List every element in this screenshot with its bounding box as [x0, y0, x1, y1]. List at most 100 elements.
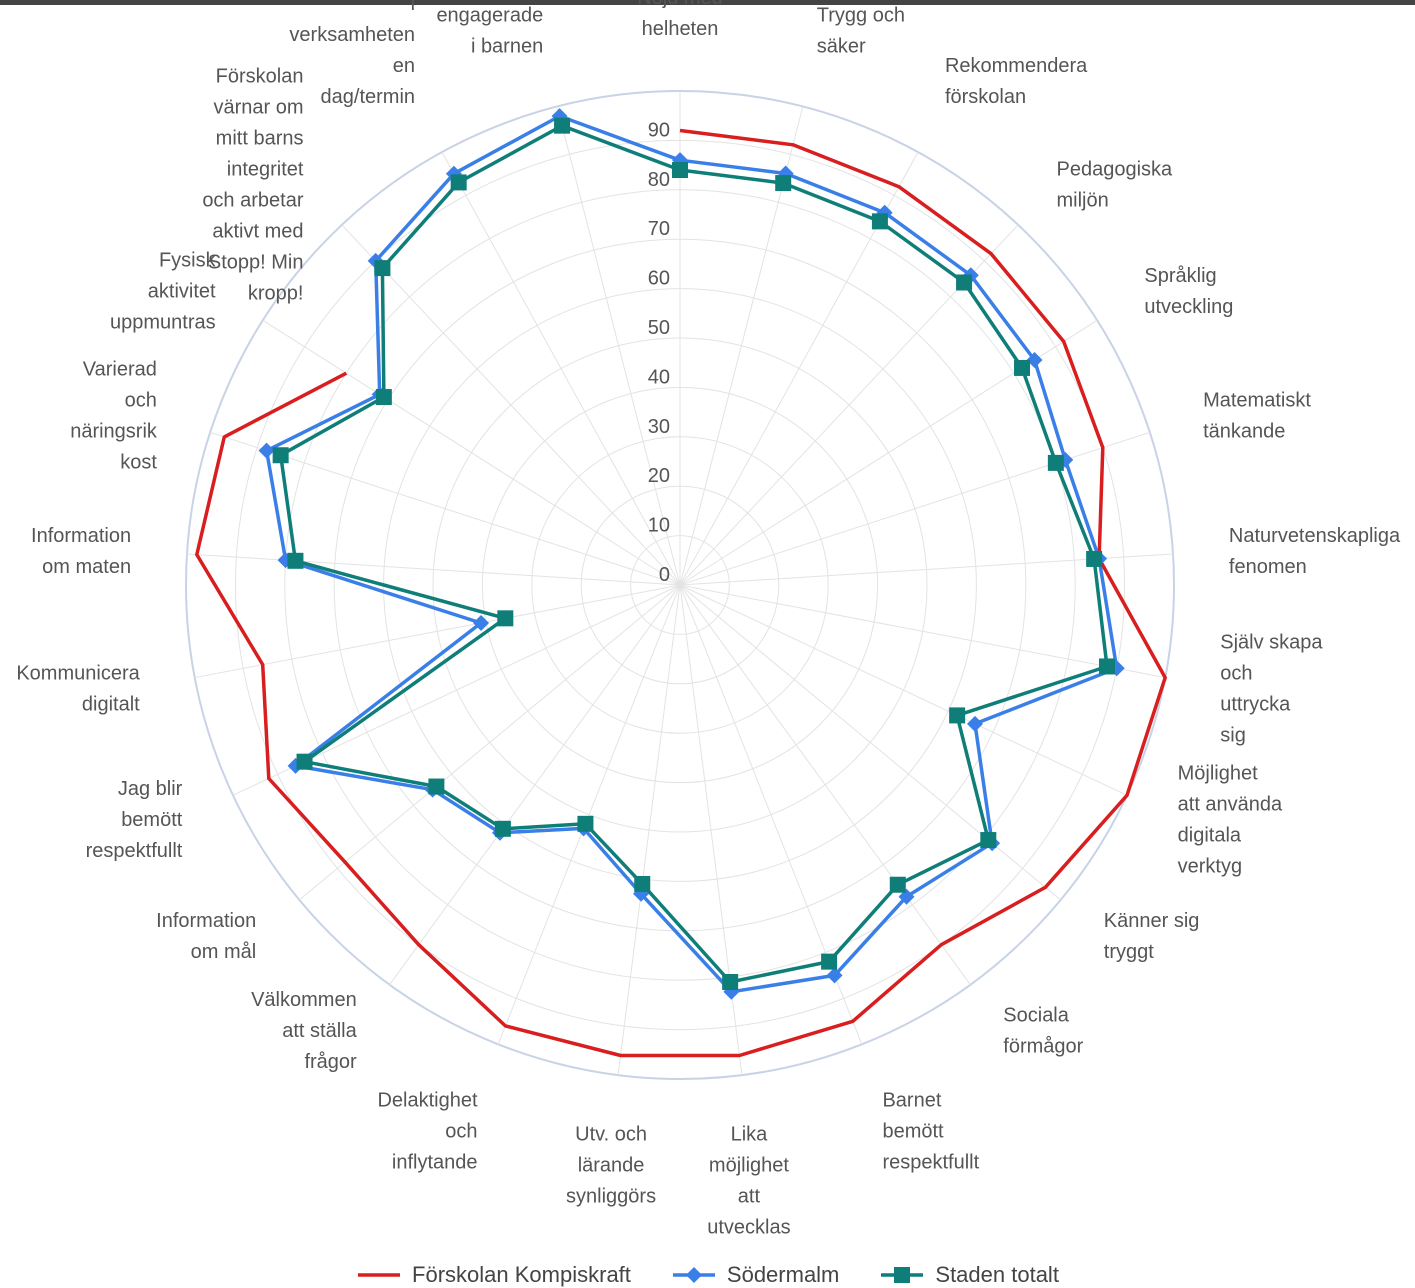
- grid-spoke: [679, 584, 1128, 796]
- category-label: Språklig utveckling: [1144, 265, 1233, 318]
- grid-spoke: [497, 584, 681, 1045]
- category-label: Barnet bemött respektfullt: [882, 1089, 979, 1173]
- tick-label: 40: [648, 366, 670, 388]
- grid-spoke: [679, 431, 1150, 586]
- category-label: Fysisk aktivitet uppmuntras: [110, 249, 217, 333]
- category-label: Förskolanspedagogerärengageradei barnen: [436, 0, 543, 57]
- data-point: [956, 274, 973, 291]
- tick-label: 70: [648, 218, 670, 240]
- tick-label: 90: [648, 119, 670, 141]
- category-label: Möjlighet att använda digitala verktyg: [1178, 763, 1283, 878]
- tick-label: 10: [648, 515, 670, 537]
- legend-swatch: [881, 1267, 924, 1283]
- grid-layer: [185, 90, 1175, 1080]
- series-line: [278, 123, 1109, 984]
- category-label: Själv skapa och uttrycka sig: [1220, 632, 1323, 747]
- data-point: [494, 820, 511, 837]
- data-point: [775, 175, 792, 192]
- tick-label: 50: [648, 317, 670, 339]
- category-label: Förskolanuppmärksammarmitt barnsinflytan…: [265, 0, 415, 108]
- data-point: [980, 832, 997, 849]
- series-layer: [195, 108, 1167, 1058]
- category-label: Jag blir bemött respektfullt: [86, 778, 183, 862]
- tick-labels: 0 10 20 30 40 50 60 70 80 90: [648, 119, 670, 586]
- category-label: Utv. och lärande synliggörs: [566, 1124, 656, 1208]
- legend: Förskolan Kompiskraft Södermalm Staden tot…: [0, 1262, 1415, 1288]
- legend-label: Förskolan Kompiskraft: [412, 1262, 631, 1287]
- data-point: [375, 389, 392, 406]
- grid-spoke: [617, 584, 681, 1076]
- legend-swatch: [358, 1273, 401, 1277]
- category-label: Delaktighet och inflytande: [377, 1089, 478, 1173]
- grid-spoke: [556, 106, 681, 586]
- tick-label: 30: [648, 416, 670, 438]
- category-label: Pedagogiska miljön: [1057, 159, 1174, 212]
- data-point: [296, 753, 313, 770]
- tick-label: 20: [648, 465, 670, 487]
- top-rule: [0, 0, 1415, 5]
- data-point: [871, 213, 888, 230]
- legend-item: Staden totalt: [879, 1262, 1059, 1288]
- category-label: Matematiskt tänkande: [1203, 390, 1311, 443]
- category-label: Lika möjlighet att utvecklas: [707, 1124, 790, 1239]
- grid-spoke: [186, 553, 681, 586]
- data-point: [577, 815, 594, 832]
- category-label: Naturvetenskapliga fenomen: [1229, 525, 1401, 578]
- radar-chart: 0 10 20 30 40 50 60 70 80 90 Nöjd medhelheten Tryg…: [16, 0, 1401, 1239]
- data-point: [450, 174, 467, 191]
- category-label: Förskolan värnar om mitt barns integritet oc…: [202, 66, 304, 305]
- data-point: [497, 610, 514, 627]
- tick-label: 80: [648, 169, 670, 191]
- category-label: Information om mål: [156, 910, 256, 963]
- data-point: [428, 778, 445, 795]
- category-label: Nöjd medhelheten: [637, 0, 723, 40]
- data-point: [1086, 550, 1103, 567]
- data-point: [1047, 454, 1064, 471]
- grid-spoke: [679, 584, 1166, 679]
- data-point: [672, 162, 688, 179]
- grid-spoke: [679, 584, 743, 1076]
- data-point: [889, 876, 906, 893]
- legend-item: Södermalm: [671, 1262, 839, 1288]
- data-point: [967, 715, 984, 732]
- data-point: [287, 552, 304, 569]
- category-label: Kommunicera digitalt: [16, 663, 140, 716]
- data-point: [1099, 658, 1116, 675]
- data-point: [374, 260, 391, 277]
- category-label: Varierad och näringsrik kost: [70, 359, 158, 474]
- data-point: [1026, 352, 1043, 369]
- grid-spoke: [679, 584, 971, 985]
- grid-spoke: [389, 584, 681, 985]
- data-point: [473, 614, 490, 631]
- category-label: Känner sig tryggt: [1104, 910, 1200, 963]
- grid-spoke: [341, 224, 681, 586]
- data-point: [272, 447, 289, 464]
- data-point: [634, 875, 651, 892]
- series-line: [264, 114, 1119, 994]
- legend-label: Södermalm: [726, 1262, 840, 1287]
- grid-spoke: [262, 319, 681, 586]
- category-label: Rekommendera förskolan: [945, 55, 1088, 108]
- data-point: [554, 117, 571, 134]
- data-point: [1014, 359, 1031, 376]
- data-point: [949, 707, 966, 724]
- category-label: Sociala förmågor: [1003, 1004, 1083, 1057]
- category-label: Välkommen att ställa frågor: [251, 989, 357, 1073]
- data-point: [258, 442, 275, 459]
- category-label: Trygg och säker: [817, 4, 905, 57]
- data-point: [826, 967, 843, 984]
- legend-swatch: [672, 1267, 715, 1283]
- data-point: [821, 953, 838, 970]
- tick-label: 0: [659, 564, 670, 586]
- grid-spoke: [194, 584, 681, 679]
- legend-item: Förskolan Kompiskraft: [356, 1262, 631, 1288]
- data-point: [722, 973, 739, 990]
- grid-spoke: [441, 151, 681, 586]
- grid-spoke: [299, 584, 681, 901]
- grid-spoke: [679, 584, 1061, 901]
- tick-label: 60: [648, 268, 670, 290]
- series-line: [195, 128, 1167, 1058]
- category-label: Information om maten: [31, 525, 131, 578]
- legend-label: Staden totalt: [935, 1262, 1059, 1287]
